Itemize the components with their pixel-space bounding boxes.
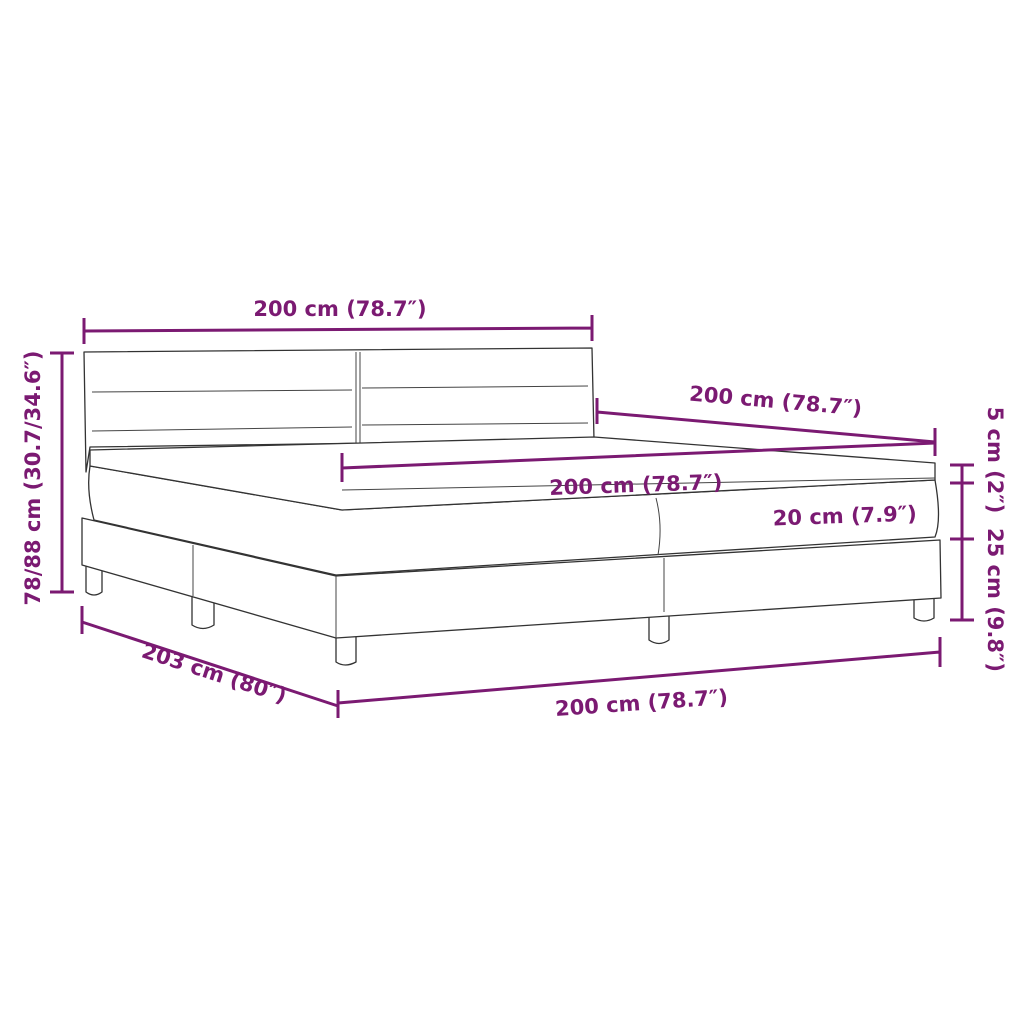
mattress-thickness-label: 20 cm (7.9″) xyxy=(772,501,917,530)
topper xyxy=(89,436,936,511)
leg xyxy=(191,594,215,630)
headboard-width-label: 200 cm (78.7″) xyxy=(253,297,426,321)
bed-illustration xyxy=(81,347,942,666)
dimension-lines xyxy=(50,315,974,718)
total-height-label: 78/88 cm (30.7/34.6″) xyxy=(21,351,45,606)
depth-top-label: 200 cm (78.7″) xyxy=(688,382,863,421)
bottom-width-label: 200 cm (78.7″) xyxy=(554,685,728,721)
mattress xyxy=(88,465,940,576)
length-label: 203 cm (80″) xyxy=(139,639,290,708)
topper-thickness-label: 5 cm (2″) xyxy=(983,407,1007,514)
base-height-label: 25 cm (9.8″) xyxy=(983,528,1007,672)
